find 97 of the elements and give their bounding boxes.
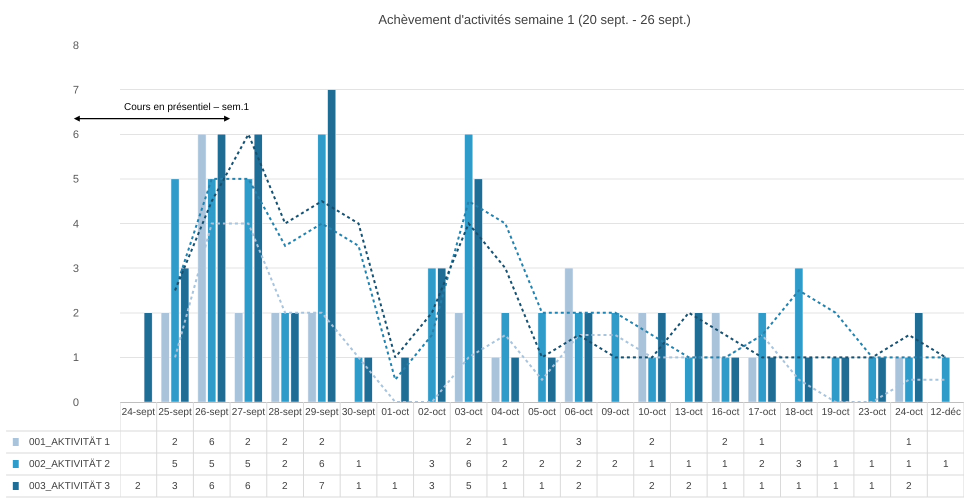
data-label: 3 <box>172 481 178 492</box>
x-tick-label: 17-oct <box>748 407 776 418</box>
x-tick-label: 19-oct <box>822 407 850 418</box>
y-tick-label: 2 <box>72 308 79 320</box>
data-label: 1 <box>906 459 912 470</box>
y-tick-label: 3 <box>72 262 79 275</box>
y-tick-label: 1 <box>72 352 79 364</box>
data-label: 2 <box>539 459 545 470</box>
x-tick-label: 02-oct <box>418 407 446 418</box>
data-label: 2 <box>722 437 728 448</box>
x-tick-label: 13-oct <box>674 407 703 418</box>
data-label: 2 <box>502 459 508 470</box>
data-label: 6 <box>466 459 472 470</box>
x-tick-label: 30-sept <box>342 407 376 418</box>
data-label: 5 <box>466 481 472 492</box>
data-label: 1 <box>539 481 545 492</box>
x-tick-label: 06-oct <box>564 407 593 418</box>
data-label: 1 <box>686 459 692 470</box>
data-label: 1 <box>833 481 839 492</box>
x-tick-label: 16-oct <box>712 407 740 418</box>
x-tick-label: 25-sept <box>158 407 192 418</box>
data-label: 2 <box>172 437 178 448</box>
data-label: 7 <box>319 481 325 492</box>
x-tick-label: 03-oct <box>454 407 483 418</box>
x-tick-label: 26-sept <box>195 407 229 418</box>
data-label: 2 <box>612 459 618 470</box>
y-tick-label: 6 <box>72 129 79 142</box>
data-label: 1 <box>502 481 508 492</box>
legend-label: 003_AKTIVITÄT 3 <box>29 480 110 492</box>
data-label: 5 <box>209 459 215 470</box>
data-label: 2 <box>649 481 655 492</box>
chart-title: Achèvement d'activités semaine 1 (20 sept. - 26 sept.) <box>378 12 691 28</box>
bar <box>941 357 950 402</box>
data-label: 1 <box>906 437 912 448</box>
data-label: 1 <box>759 481 765 492</box>
x-tick-label: 24-sept <box>122 407 156 418</box>
data-label: 2 <box>282 481 288 492</box>
data-label: 2 <box>135 481 141 492</box>
y-tick-label: 0 <box>72 396 79 409</box>
data-label: 1 <box>796 481 802 492</box>
x-tick-label: 23-oct <box>858 407 886 418</box>
data-label: 2 <box>649 437 655 448</box>
data-label: 1 <box>356 459 362 470</box>
x-tick-label: 29-sept <box>305 407 339 418</box>
data-label: 1 <box>392 481 398 492</box>
x-tick-label: 10-oct <box>638 407 666 418</box>
data-label: 1 <box>759 437 765 448</box>
bar <box>400 357 410 402</box>
line-series <box>174 178 947 381</box>
data-label: 1 <box>869 481 875 492</box>
data-label: 6 <box>319 459 325 470</box>
x-tick-label: 05-oct <box>528 407 556 418</box>
bar <box>144 312 152 402</box>
data-label: 6 <box>209 437 215 448</box>
x-tick-label: 12-déc <box>930 407 961 418</box>
line-series <box>174 133 947 358</box>
data-label: 1 <box>869 459 875 470</box>
data-label: 2 <box>686 481 692 492</box>
x-tick-label: 18-oct <box>784 407 813 418</box>
legend-label: 002_AKTIVITÄT 2 <box>29 458 110 470</box>
data-label: 3 <box>576 437 582 448</box>
data-label: 2 <box>245 437 251 448</box>
data-label: 2 <box>759 459 765 470</box>
annotation: Cours en présentiel – sem.1 <box>124 102 250 113</box>
data-label: 2 <box>319 437 325 448</box>
data-label: 2 <box>906 481 912 492</box>
y-tick-label: 8 <box>72 40 79 52</box>
data-label: 3 <box>429 481 435 492</box>
x-tick-label: 09-oct <box>601 407 630 418</box>
data-label: 3 <box>429 459 435 470</box>
data-label: 6 <box>209 481 215 492</box>
x-tick-label: 27-sept <box>232 407 266 418</box>
y-tick-label: 5 <box>72 174 79 186</box>
data-label: 5 <box>245 459 251 470</box>
data-label: 2 <box>282 437 288 448</box>
x-tick-label: 04-oct <box>491 407 520 418</box>
data-label: 6 <box>245 481 251 492</box>
y-tick-label: 7 <box>72 84 79 96</box>
data-label: 1 <box>502 437 508 448</box>
data-label: 1 <box>722 481 728 492</box>
data-label: 1 <box>833 459 839 470</box>
x-tick-label: 01-oct <box>381 407 410 418</box>
data-label: 1 <box>943 459 949 470</box>
data-label: 3 <box>796 459 802 470</box>
data-label: 1 <box>722 459 728 470</box>
x-tick-label: 28-sept <box>268 407 302 418</box>
data-label: 2 <box>576 481 582 492</box>
data-label: 2 <box>576 459 582 470</box>
data-label: 2 <box>282 459 288 470</box>
y-tick-label: 4 <box>72 218 79 230</box>
x-tick-label: 24-oct <box>895 407 924 418</box>
data-label: 2 <box>466 437 472 448</box>
data-label: 1 <box>649 459 655 470</box>
data-label: 5 <box>172 459 178 470</box>
legend-label: 001_AKTIVITÄT 1 <box>29 436 110 448</box>
data-label: 1 <box>356 481 362 492</box>
bar <box>611 312 620 402</box>
